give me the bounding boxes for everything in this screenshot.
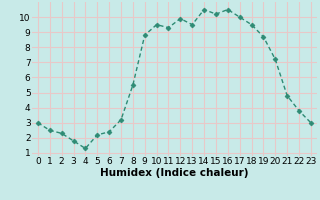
X-axis label: Humidex (Indice chaleur): Humidex (Indice chaleur) xyxy=(100,168,249,178)
